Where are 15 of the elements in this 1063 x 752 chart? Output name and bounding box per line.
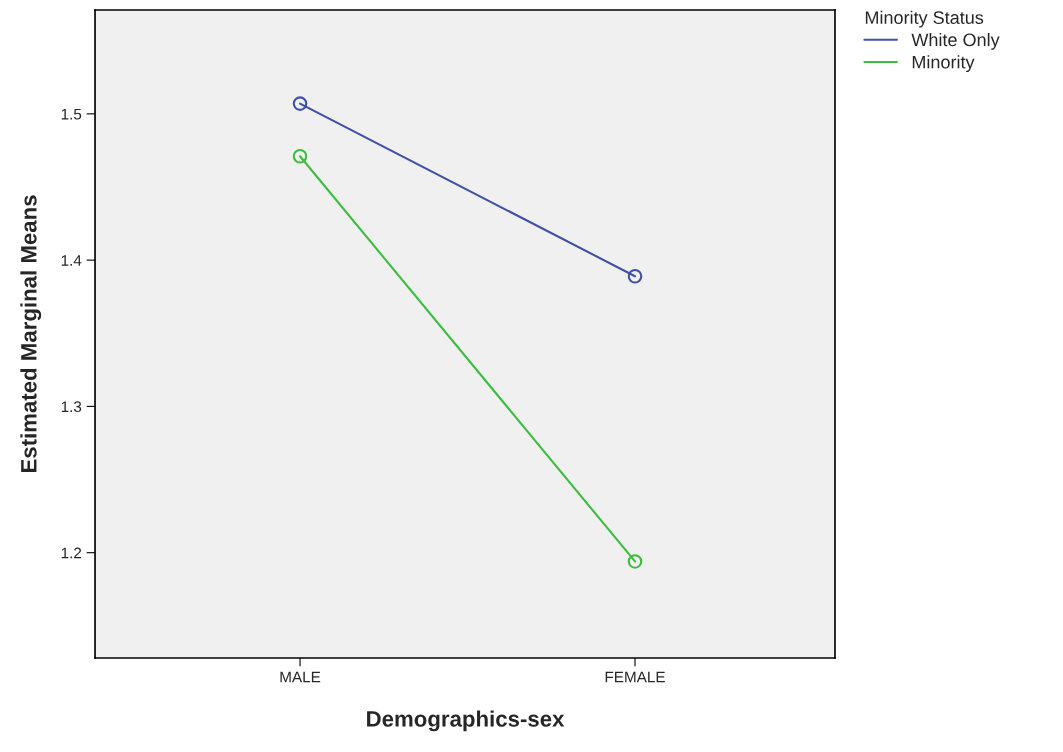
x-axis-title: Demographics-sex <box>367 710 565 732</box>
point <box>627 554 643 569</box>
y-tick-label: 1.5 <box>61 108 82 120</box>
legend-title: Minority Status <box>865 10 984 28</box>
y-axis-title: Estimated Marginal Means <box>20 195 42 473</box>
y-tick-label: 1.3 <box>61 401 82 413</box>
legend-label: Minority <box>912 55 975 73</box>
x-tick-label: FEMALE <box>605 671 665 683</box>
point <box>627 268 643 284</box>
y-tick-label: 1.2 <box>61 547 82 559</box>
point <box>292 148 308 164</box>
x-tick-label: MALE <box>280 671 321 683</box>
y-tick-label: 1.4 <box>61 255 82 266</box>
legend-label: White Only <box>911 32 1000 50</box>
point <box>292 96 308 111</box>
